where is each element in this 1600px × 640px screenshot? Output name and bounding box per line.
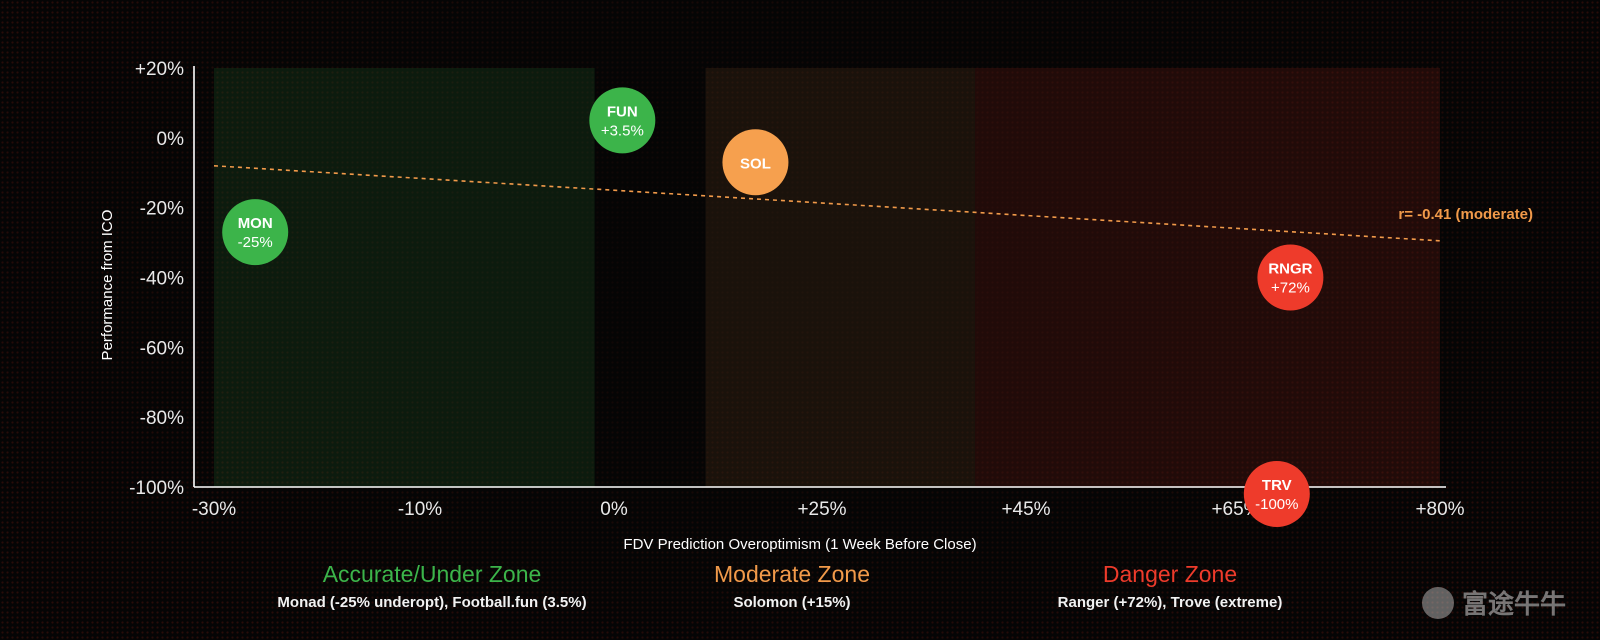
bubble-circle (722, 129, 789, 196)
x-tick-label: 0% (600, 499, 628, 520)
x-axis-title: FDV Prediction Overoptimism (1 Week Befo… (623, 536, 976, 553)
zone-regions (214, 68, 1440, 487)
bubble-rngr: RNGR +72% (1257, 244, 1324, 311)
bubble-circle (1257, 244, 1324, 311)
bubble-value: -100% (1255, 496, 1298, 513)
bubble-value: -25% (238, 234, 273, 251)
y-tick-label: -60% (140, 338, 184, 359)
axes: -30% -10% 0% +25% +45% +65% +80%+20%0%-20%-40%… (129, 59, 1465, 520)
zone-title-danger: Danger Zone (1102, 561, 1238, 587)
y-tick-label: -40% (140, 269, 184, 290)
trendline-group: r= -0.41 (moderate) (213, 164, 1533, 242)
y-axis-title: Performance from ICO (99, 210, 116, 361)
x-tick-label: -30% (192, 499, 236, 520)
x-tick-label: +25% (797, 499, 846, 520)
zone-desc-moderate: Solomon (+15%) (733, 594, 851, 611)
futu-logo-icon (1422, 586, 1454, 619)
bubble-label: RNGR (1268, 261, 1312, 278)
bubble-value: +72% (1271, 280, 1310, 297)
y-tick-label: -80% (140, 408, 184, 429)
bubble-circle (1243, 460, 1310, 527)
zone-region (975, 68, 1440, 487)
bubble-mon: MON -25% (222, 199, 289, 266)
bubble-label: TRV (1262, 477, 1292, 494)
y-tick-label: -20% (140, 199, 184, 220)
bubble-circle (222, 199, 289, 266)
x-tick-label: +45% (1001, 499, 1050, 520)
bubble-sol: SOL (722, 129, 789, 196)
bubble-value: +3.5% (601, 122, 644, 139)
y-tick-label: +20% (135, 59, 184, 80)
x-tick-label: -10% (398, 499, 442, 520)
bubble-circle (589, 87, 656, 154)
data-points: MON -25% FUN +3.5% SOL RNGR +72% TRV -100% (222, 87, 1324, 527)
zone-region (214, 68, 595, 487)
watermark: 富途牛牛 (1422, 584, 1566, 621)
bubble-label: MON (238, 215, 273, 232)
zone-desc-danger: Ranger (+72%), Trove (extreme) (1057, 594, 1283, 611)
bubble-fun: FUN +3.5% (589, 87, 656, 154)
zone-title-moderate: Moderate Zone (714, 561, 870, 587)
x-tick-label: +80% (1415, 499, 1464, 520)
bubble-label: FUN (607, 103, 638, 120)
y-tick-label: 0% (157, 129, 185, 150)
bubble-label: SOL (740, 155, 771, 172)
bubble-trv: TRV -100% (1243, 460, 1310, 527)
correlation-label: r= -0.41 (moderate) (1398, 206, 1533, 223)
y-tick-label: -100% (129, 478, 184, 499)
zone-desc-accurate: Monad (-25% underopt), Football.fun (3.5… (277, 594, 587, 611)
zone-title-accurate: Accurate/Under Zone (322, 561, 542, 587)
watermark-text: 富途牛牛 (1462, 589, 1567, 619)
